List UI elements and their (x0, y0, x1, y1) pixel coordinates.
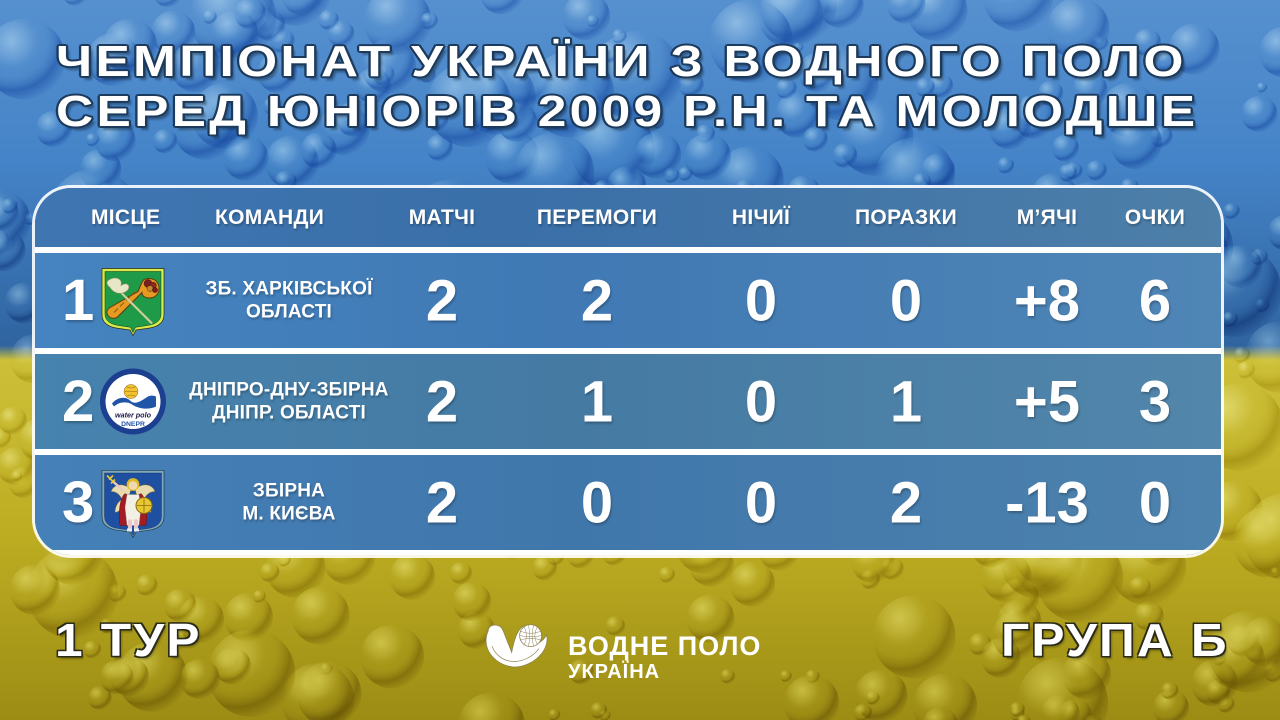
svg-text:DNEPR: DNEPR (121, 421, 145, 428)
svg-text:water polo: water polo (115, 410, 152, 419)
